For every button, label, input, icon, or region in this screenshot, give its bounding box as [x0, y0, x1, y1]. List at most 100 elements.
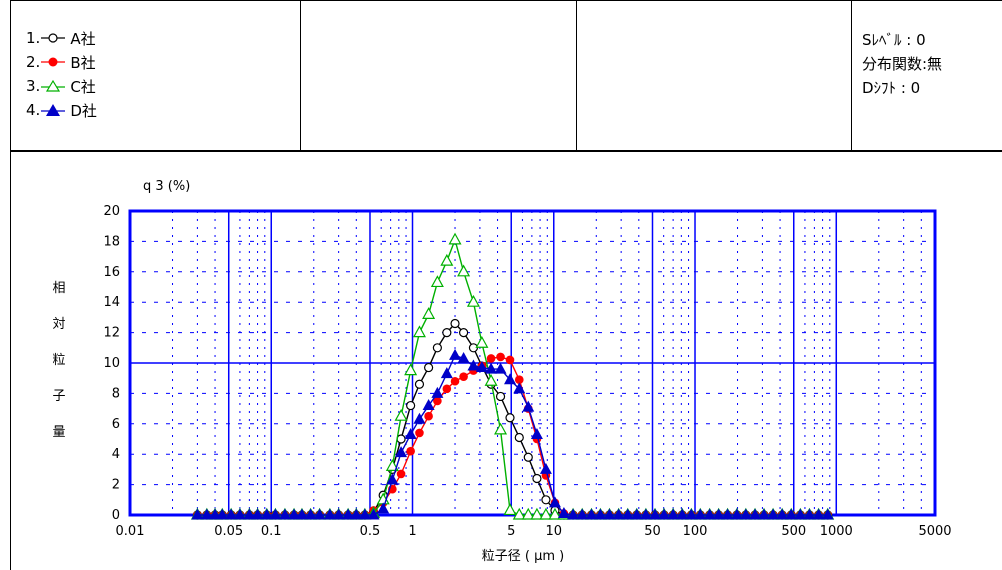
y-tick-label: 20: [103, 204, 120, 219]
header-divider: [300, 1, 301, 152]
data-point: [386, 473, 399, 485]
s-level-setting: Sﾚﾍﾞﾙ : 0: [862, 31, 926, 49]
legend-prefix: 3.: [26, 77, 41, 95]
legend-label: C社: [70, 77, 96, 96]
data-point: [440, 253, 454, 266]
data-point: [712, 508, 725, 520]
data-point: [523, 452, 533, 462]
data-point: [385, 459, 399, 471]
distribution-function-setting: 分布関数:無: [862, 55, 943, 73]
data-point: [530, 507, 544, 520]
data-point: [594, 508, 607, 520]
x-tick-label: 5000: [918, 524, 951, 539]
data-point: [739, 508, 752, 520]
data-point: [442, 384, 452, 394]
data-point: [539, 507, 553, 520]
data-point: [442, 328, 452, 338]
series-3: [190, 232, 835, 520]
data-point: [649, 508, 662, 520]
data-point: [475, 361, 488, 373]
data-point: [505, 413, 515, 423]
data-point: [396, 469, 406, 479]
x-tick-label: 0.05: [214, 524, 243, 539]
data-point: [422, 399, 435, 411]
data-point: [486, 354, 496, 363]
data-point: [323, 508, 336, 520]
data-point: [404, 363, 418, 376]
data-point: [225, 508, 238, 520]
data-point: [412, 325, 426, 338]
open-circle-icon: [41, 33, 66, 43]
y-tick-label: 18: [103, 234, 120, 249]
data-point: [667, 508, 680, 520]
data-point: [494, 422, 508, 435]
data-point: [342, 508, 355, 520]
data-point: [260, 508, 273, 520]
data-point: [585, 508, 598, 520]
x-tick-label: 0.01: [116, 524, 145, 539]
y-axis-label-char: 粒: [52, 353, 65, 368]
legend-label: B社: [70, 53, 96, 72]
data-point: [332, 508, 345, 520]
data-point: [505, 355, 515, 365]
data-point: [457, 264, 471, 277]
data-point: [530, 427, 543, 439]
y-axis-unit-label: q 3 (%): [143, 179, 190, 194]
data-point: [758, 508, 771, 520]
legend-label: A社: [70, 29, 96, 48]
data-point: [459, 372, 468, 381]
data-point: [603, 508, 616, 520]
data-point: [313, 508, 326, 520]
y-tick-label: 10: [103, 356, 120, 371]
data-point: [233, 508, 246, 520]
data-point: [512, 507, 526, 520]
data-point: [216, 508, 229, 520]
data-point: [767, 508, 780, 520]
data-point: [567, 508, 580, 520]
series-layer: [190, 232, 835, 520]
data-point: [449, 348, 462, 360]
legend-item-a: 1. A社: [26, 28, 96, 48]
data-point: [621, 508, 634, 520]
data-point: [433, 396, 442, 406]
y-tick-label: 16: [103, 265, 120, 280]
data-point: [377, 502, 390, 514]
filled-circle-icon: [41, 57, 66, 67]
data-point: [576, 508, 589, 520]
series-1: [192, 318, 833, 520]
legend-item-c: 3. C社: [26, 76, 96, 96]
d-shift-setting: Dｼﾌﾄ : 0: [862, 79, 921, 97]
y-tick-label: 14: [103, 295, 120, 310]
data-point: [288, 508, 301, 520]
data-point: [812, 508, 825, 520]
data-point: [676, 508, 689, 520]
data-point: [485, 362, 498, 374]
x-tick-label: 500: [781, 524, 806, 539]
data-point: [541, 495, 551, 505]
data-point: [394, 408, 408, 421]
data-point: [503, 373, 516, 385]
data-point: [721, 508, 734, 520]
data-point: [513, 382, 526, 394]
data-point: [406, 446, 415, 456]
open-triangle-icon: [41, 79, 66, 92]
y-axis-label-char: 子: [52, 389, 65, 404]
data-point: [440, 367, 453, 379]
legend-prefix: 1.: [26, 29, 41, 47]
data-point: [395, 446, 408, 458]
data-point: [539, 462, 552, 474]
y-tick-label: 12: [103, 326, 120, 341]
data-point: [475, 335, 489, 348]
data-point: [730, 508, 743, 520]
data-point: [251, 508, 264, 520]
data-point: [495, 391, 506, 402]
settings-panel: Sﾚﾍﾞﾙ : 0 分布関数:無 Dｼﾌﾄ : 0: [862, 28, 942, 100]
data-point: [269, 508, 282, 520]
data-point: [424, 362, 434, 373]
data-point: [422, 307, 436, 319]
x-tick-label: 5: [507, 524, 515, 539]
data-point: [794, 508, 807, 520]
data-point: [191, 508, 204, 520]
grid-layer: [130, 211, 935, 515]
y-axis-label-char: 量: [52, 425, 65, 440]
